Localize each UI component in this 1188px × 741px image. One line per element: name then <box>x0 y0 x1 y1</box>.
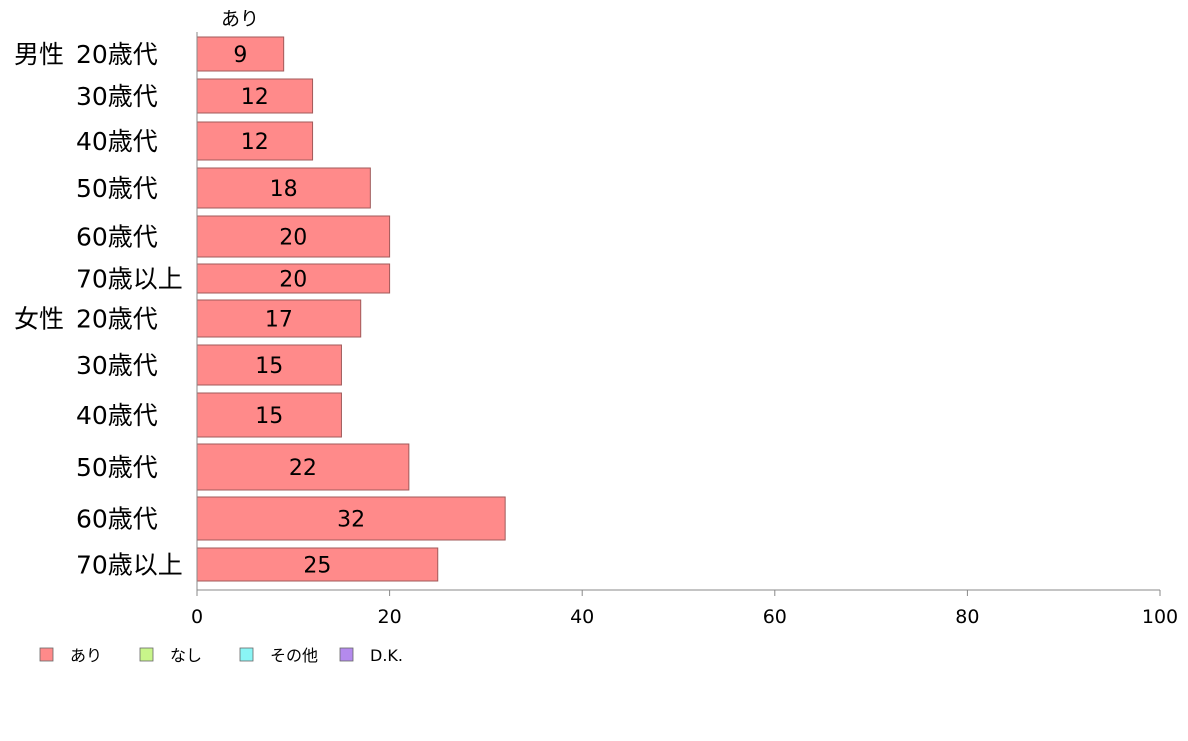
bar <box>196 443 410 491</box>
group-label: 男性 <box>14 40 64 69</box>
legend-swatch <box>139 647 154 662</box>
bar <box>196 496 506 541</box>
category-label: 40歳代 <box>76 127 158 156</box>
bar-value-label: 15 <box>255 404 283 429</box>
bar-value-label: 15 <box>255 354 283 379</box>
category-label: 30歳代 <box>76 351 158 380</box>
x-tick-label: 0 <box>191 606 203 628</box>
legend-label: あり <box>70 646 102 665</box>
category-labels: 20歳代 30歳代 40歳代 50歳代 60歳代 70歳以上 20歳代 30歳代 40歳代 50歳… <box>76 40 183 580</box>
category-label: 20歳代 <box>76 305 158 334</box>
bar <box>196 121 314 161</box>
category-label: 20歳代 <box>76 40 158 69</box>
legend: あり なし その他 D.K. <box>39 646 403 665</box>
x-tick-label: 100 <box>1142 606 1178 628</box>
category-label: 30歳代 <box>76 82 158 111</box>
bar-value-label: 22 <box>289 456 317 481</box>
group-label: 女性 <box>14 305 64 334</box>
bar-value-label: 32 <box>337 508 365 533</box>
bar-value-label: 18 <box>270 177 298 202</box>
category-label: 60歳代 <box>76 505 158 534</box>
bar-value-label: 20 <box>279 226 307 251</box>
legend-swatch <box>239 647 254 662</box>
bar <box>196 299 362 338</box>
category-label: 70歳以上 <box>76 551 183 580</box>
bar <box>196 78 314 114</box>
legend-label: なし <box>170 646 202 665</box>
bar-value-label: 17 <box>265 308 293 333</box>
series-header-label: あり <box>221 8 259 30</box>
bar-value-label: 25 <box>303 554 331 579</box>
bar <box>196 547 439 582</box>
legend-swatch <box>39 647 54 662</box>
category-label: 40歳代 <box>76 401 158 430</box>
category-label: 70歳以上 <box>76 265 183 294</box>
x-tick-label: 80 <box>955 606 979 628</box>
bar-value-label: 9 <box>233 43 247 68</box>
x-tick-label: 20 <box>378 606 402 628</box>
bar <box>196 36 285 72</box>
x-tick-label: 40 <box>570 606 594 628</box>
legend-label: D.K. <box>370 646 403 665</box>
bar-value-label: 12 <box>241 130 269 155</box>
legend-swatch <box>339 647 354 662</box>
category-label: 50歳代 <box>76 174 158 203</box>
x-axis: 0 20 40 60 80 100 <box>191 32 1178 628</box>
category-label: 60歳代 <box>76 223 158 252</box>
x-tick-label: 60 <box>763 606 787 628</box>
bar-value-label: 20 <box>279 268 307 293</box>
category-label: 50歳代 <box>76 453 158 482</box>
bar <box>196 215 391 258</box>
legend-label: その他 <box>270 646 318 665</box>
bar <box>196 167 371 209</box>
bar-value-label: 12 <box>241 85 269 110</box>
